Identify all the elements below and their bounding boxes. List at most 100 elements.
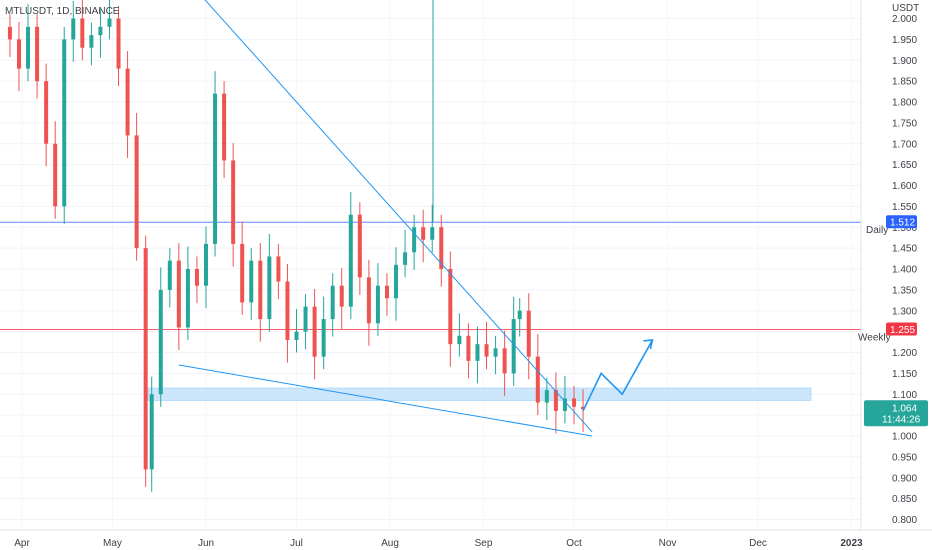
price-tick-label: 1.650: [892, 160, 917, 171]
candle-body: [26, 26, 31, 69]
candle-body: [240, 243, 245, 303]
candle-body: [544, 390, 549, 403]
candle-body: [167, 260, 172, 290]
price-tick-label: 1.350: [892, 285, 917, 296]
daily-level-label: Daily: [866, 225, 888, 236]
candle-body: [535, 356, 540, 403]
candle-body: [125, 68, 130, 136]
candle-body: [53, 143, 58, 207]
candle-body: [421, 227, 426, 240]
projected-path-arrow[interactable]: [582, 339, 654, 412]
candle-body: [439, 227, 444, 269]
price-tick-label: 1.150: [892, 369, 917, 380]
wedge-lower-trendline[interactable]: [178, 364, 593, 437]
price-tick-label: 1.000: [892, 432, 917, 443]
candle-body: [312, 306, 317, 357]
candle-body: [448, 269, 453, 345]
price-axis[interactable]: 2.000 1.950 1.900 1.850 1.800 1.750 1.700 1.650…: [892, 14, 917, 526]
candle-body: [484, 344, 489, 357]
candle-body: [7, 26, 12, 40]
candle-body: [384, 285, 389, 299]
candle-body: [62, 39, 67, 207]
price-tick-label: 1.400: [892, 265, 917, 276]
price-tick-label: 0.850: [892, 494, 917, 505]
time-tick-label: Dec: [749, 538, 767, 549]
candle-body: [348, 214, 353, 307]
candle-body: [44, 81, 49, 144]
candle-body: [258, 260, 263, 320]
time-tick-label: Apr: [14, 538, 30, 549]
candle-body: [475, 344, 480, 361]
candle-body: [35, 26, 40, 82]
candle-body: [249, 260, 254, 303]
candle-body: [80, 18, 85, 48]
candle-body: [466, 335, 471, 361]
candle-body: [572, 398, 576, 407]
candle-body: [194, 269, 199, 286]
time-tick-label: Oct: [566, 538, 582, 549]
candle-body: [412, 227, 417, 253]
candle-body: [98, 26, 103, 36]
candle-body: [562, 398, 567, 411]
candle-body: [89, 35, 94, 48]
candle-body: [143, 248, 148, 470]
support-zone[interactable]: [147, 387, 812, 401]
candle-body: [339, 285, 344, 307]
candle-body: [511, 319, 516, 374]
candle-body: [231, 160, 236, 244]
arrow-head-icon: [643, 339, 654, 350]
price-tick-label: 0.900: [892, 473, 917, 484]
candle-body: [176, 260, 181, 328]
candle-body: [394, 264, 399, 299]
time-axis[interactable]: Apr May Jun Jul Aug Sep Oct Nov Dec 2023: [14, 538, 863, 549]
candle-body: [493, 348, 498, 357]
price-tick-label: 1.500: [892, 223, 917, 234]
candle-body: [149, 394, 154, 470]
time-tick-label: Aug: [381, 538, 399, 549]
currency-label: USDT: [892, 3, 919, 14]
price-tick-label: 1.100: [892, 390, 917, 401]
time-tick-label: Jul: [290, 538, 303, 549]
candle-body: [517, 310, 522, 320]
candle-body: [116, 18, 121, 69]
price-tick-label: 1.800: [892, 98, 917, 109]
candle-body: [285, 281, 290, 340]
candle-body: [366, 277, 371, 324]
time-tick-label: 2023: [840, 538, 863, 549]
daily-price-tag-value: 1.512: [890, 218, 915, 229]
price-tick-label: 1.450: [892, 244, 917, 255]
price-tick-label: 1.900: [892, 56, 917, 67]
candle-body: [204, 243, 208, 286]
candle-body: [553, 390, 558, 411]
candle-body: [213, 93, 218, 244]
price-tick-label: 2.000: [892, 14, 917, 25]
candle-body: [294, 331, 299, 340]
wedge-upper-trendline[interactable]: [203, 0, 593, 433]
candle-body: [158, 289, 163, 395]
candle-body: [330, 285, 335, 320]
candle-body: [430, 227, 435, 240]
price-tick-label: 0.800: [892, 515, 917, 526]
candle-body: [276, 256, 281, 282]
candle-body: [303, 306, 308, 332]
price-tick-label: 1.200: [892, 348, 917, 359]
price-tick-label: 1.750: [892, 118, 917, 129]
current-price-value: 1.064: [892, 403, 917, 414]
price-tick-label: 1.550: [892, 202, 917, 213]
symbol-header: MTLUSDT, 1D, BINANCE: [5, 6, 120, 17]
weekly-level-label: Weekly: [858, 333, 891, 344]
weekly-price-tag: [886, 322, 917, 336]
time-tick-label: Sep: [475, 538, 493, 549]
candle-body: [267, 256, 272, 320]
candles: [7, 0, 586, 492]
time-tick-label: Nov: [659, 538, 677, 549]
time-tick-label: Jun: [198, 538, 214, 549]
candle-body: [16, 39, 21, 69]
candle-body: [107, 18, 112, 27]
price-tick-label: 1.950: [892, 35, 917, 46]
candle-body: [71, 18, 76, 40]
price-tick-label: 1.850: [892, 77, 917, 88]
candle-body: [526, 310, 531, 357]
